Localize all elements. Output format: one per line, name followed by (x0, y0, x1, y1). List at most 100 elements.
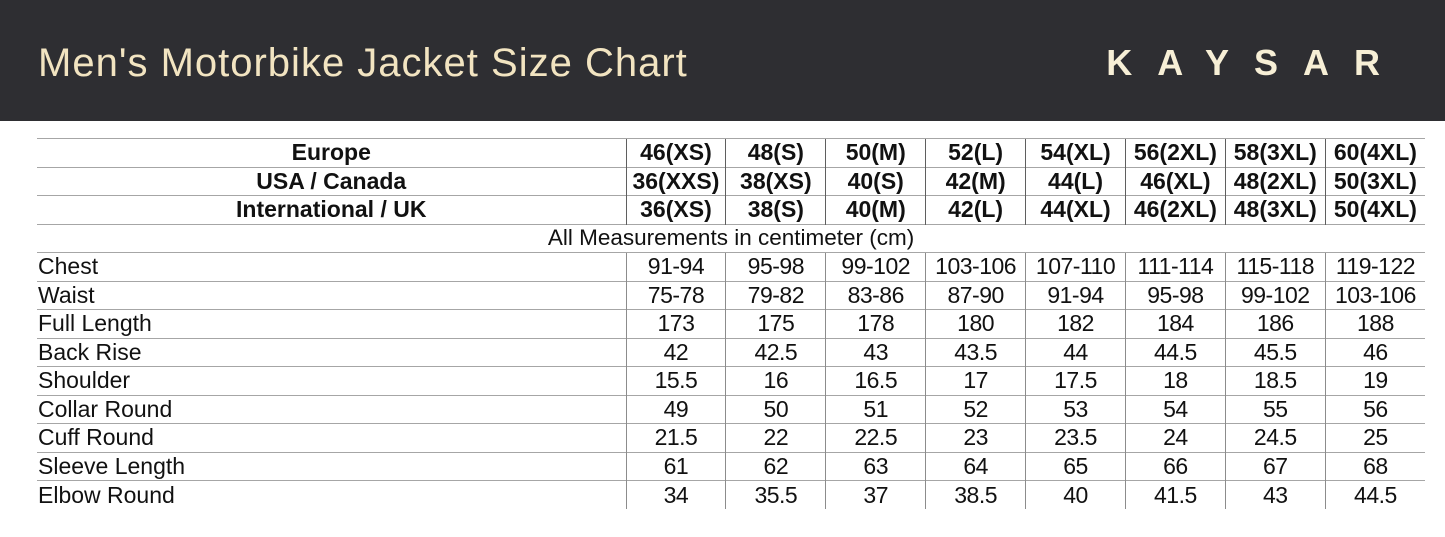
measurement-cell: 79-82 (725, 280, 826, 310)
row-label: Europe (37, 138, 626, 167)
measurement-cell: 23.5 (1025, 423, 1126, 452)
measurement-cell: 43.5 (925, 337, 1026, 367)
size-cell: 46(XL) (1124, 166, 1226, 196)
measurement-cell: 64 (925, 451, 1026, 481)
measurement-cell: 19 (1324, 366, 1426, 395)
measurement-cell: 41.5 (1124, 480, 1226, 509)
size-cell: 50(4XL) (1324, 195, 1426, 224)
measurement-cell: 83-86 (825, 280, 926, 310)
size-system-row: Europe 46(XS) 48(S) 50(M) 52(L) 54(XL) 56(2XL)… (37, 138, 1426, 167)
brand-logo: KAYSAR (1106, 41, 1405, 83)
measurement-cell: 61 (625, 451, 726, 481)
size-cell: 54(XL) (1025, 138, 1126, 167)
row-label: Waist (37, 280, 626, 310)
measurement-cell: 22 (725, 423, 826, 452)
page-title: Men's Motorbike Jacket Size Chart (38, 41, 688, 85)
measurement-cell: 24.5 (1224, 423, 1326, 452)
size-cell: 60(4XL) (1324, 138, 1426, 167)
measurement-cell: 99-102 (1224, 280, 1326, 310)
row-label: Sleeve Length (37, 451, 626, 481)
measurement-row: Sleeve Length 61 62 63 64 65 66 67 68 (37, 451, 1426, 481)
measurement-cell: 42 (625, 337, 726, 367)
measurement-row: Collar Round 49 50 51 52 53 54 55 56 (37, 394, 1426, 424)
measurement-row: Shoulder 15.5 16 16.5 17 17.5 18 18.5 19 (37, 366, 1426, 395)
unit-note: All Measurements in centimeter (cm) (37, 223, 1426, 253)
measurement-cell: 87-90 (925, 280, 1026, 310)
size-cell: 58(3XL) (1224, 138, 1326, 167)
measurement-cell: 68 (1324, 451, 1426, 481)
measurement-cell: 91-94 (625, 252, 726, 281)
measurement-cell: 46 (1324, 337, 1426, 367)
measurement-cell: 42.5 (725, 337, 826, 367)
header-bar: Men's Motorbike Jacket Size Chart KAYSAR (0, 0, 1445, 121)
size-cell: 46(2XL) (1124, 195, 1226, 224)
measurement-cell: 37 (825, 480, 926, 509)
size-system-row: USA / Canada 36(XXS) 38(XS) 40(S) 42(M) 44(L)… (37, 166, 1426, 196)
size-cell: 52(L) (925, 138, 1026, 167)
measurement-cell: 111-114 (1124, 252, 1226, 281)
size-cell: 48(3XL) (1224, 195, 1326, 224)
measurement-cell: 44.5 (1324, 480, 1426, 509)
size-cell: 50(M) (825, 138, 926, 167)
measurement-cell: 99-102 (825, 252, 926, 281)
measurement-cell: 119-122 (1324, 252, 1426, 281)
measurement-cell: 175 (725, 309, 826, 338)
size-cell: 44(XL) (1025, 195, 1126, 224)
size-cell: 46(XS) (625, 138, 726, 167)
measurement-cell: 49 (625, 394, 726, 424)
measurement-cell: 95-98 (725, 252, 826, 281)
measurement-cell: 103-106 (925, 252, 1026, 281)
measurement-cell: 55 (1224, 394, 1326, 424)
measurement-cell: 52 (925, 394, 1026, 424)
measurement-cell: 67 (1224, 451, 1326, 481)
size-cell: 40(S) (825, 166, 926, 196)
size-cell: 38(XS) (725, 166, 826, 196)
measurement-cell: 25 (1324, 423, 1426, 452)
size-cell: 44(L) (1025, 166, 1126, 196)
size-cell: 36(XS) (625, 195, 726, 224)
measurement-cell: 54 (1124, 394, 1226, 424)
measurement-cell: 107-110 (1025, 252, 1126, 281)
measurement-cell: 35.5 (725, 480, 826, 509)
measurement-row: Elbow Round 34 35.5 37 38.5 40 41.5 43 44.5 (37, 480, 1426, 509)
measurement-cell: 178 (825, 309, 926, 338)
measurement-cell: 45.5 (1224, 337, 1326, 367)
size-chart-table: Europe 46(XS) 48(S) 50(M) 52(L) 54(XL) 56(2XL)… (37, 138, 1426, 509)
size-cell: 56(2XL) (1124, 138, 1226, 167)
measurement-cell: 65 (1025, 451, 1126, 481)
row-label: Cuff Round (37, 423, 626, 452)
measurement-cell: 24 (1124, 423, 1226, 452)
size-cell: 48(2XL) (1224, 166, 1326, 196)
measurement-cell: 103-106 (1324, 280, 1426, 310)
measurement-cell: 184 (1124, 309, 1226, 338)
measurement-cell: 91-94 (1025, 280, 1126, 310)
measurement-cell: 66 (1124, 451, 1226, 481)
measurement-row: Full Length 173 175 178 180 182 184 186 188 (37, 309, 1426, 338)
measurement-cell: 16 (725, 366, 826, 395)
measurement-cell: 15.5 (625, 366, 726, 395)
measurement-row: Back Rise 42 42.5 43 43.5 44 44.5 45.5 46 (37, 337, 1426, 367)
measurement-cell: 17.5 (1025, 366, 1126, 395)
size-cell: 42(L) (925, 195, 1026, 224)
measurement-cell: 188 (1324, 309, 1426, 338)
size-cell: 42(M) (925, 166, 1026, 196)
measurement-cell: 53 (1025, 394, 1126, 424)
measurement-cell: 16.5 (825, 366, 926, 395)
measurement-cell: 18 (1124, 366, 1226, 395)
size-system-row: International / UK 36(XS) 38(S) 40(M) 42(L) 4… (37, 195, 1426, 224)
size-cell: 50(3XL) (1324, 166, 1426, 196)
measurement-cell: 180 (925, 309, 1026, 338)
measurement-cell: 40 (1025, 480, 1126, 509)
unit-note-row: All Measurements in centimeter (cm) (37, 223, 1426, 253)
row-label: Elbow Round (37, 480, 626, 509)
row-label: Collar Round (37, 394, 626, 424)
measurement-cell: 18.5 (1224, 366, 1326, 395)
measurement-cell: 115-118 (1224, 252, 1326, 281)
measurement-row: Waist 75-78 79-82 83-86 87-90 91-94 95-98 99-10… (37, 280, 1426, 310)
measurement-cell: 173 (625, 309, 726, 338)
size-cell: 36(XXS) (625, 166, 726, 196)
row-label: Back Rise (37, 337, 626, 367)
measurement-cell: 34 (625, 480, 726, 509)
measurement-row: Chest 91-94 95-98 99-102 103-106 107-110 111-1… (37, 252, 1426, 281)
measurement-cell: 56 (1324, 394, 1426, 424)
